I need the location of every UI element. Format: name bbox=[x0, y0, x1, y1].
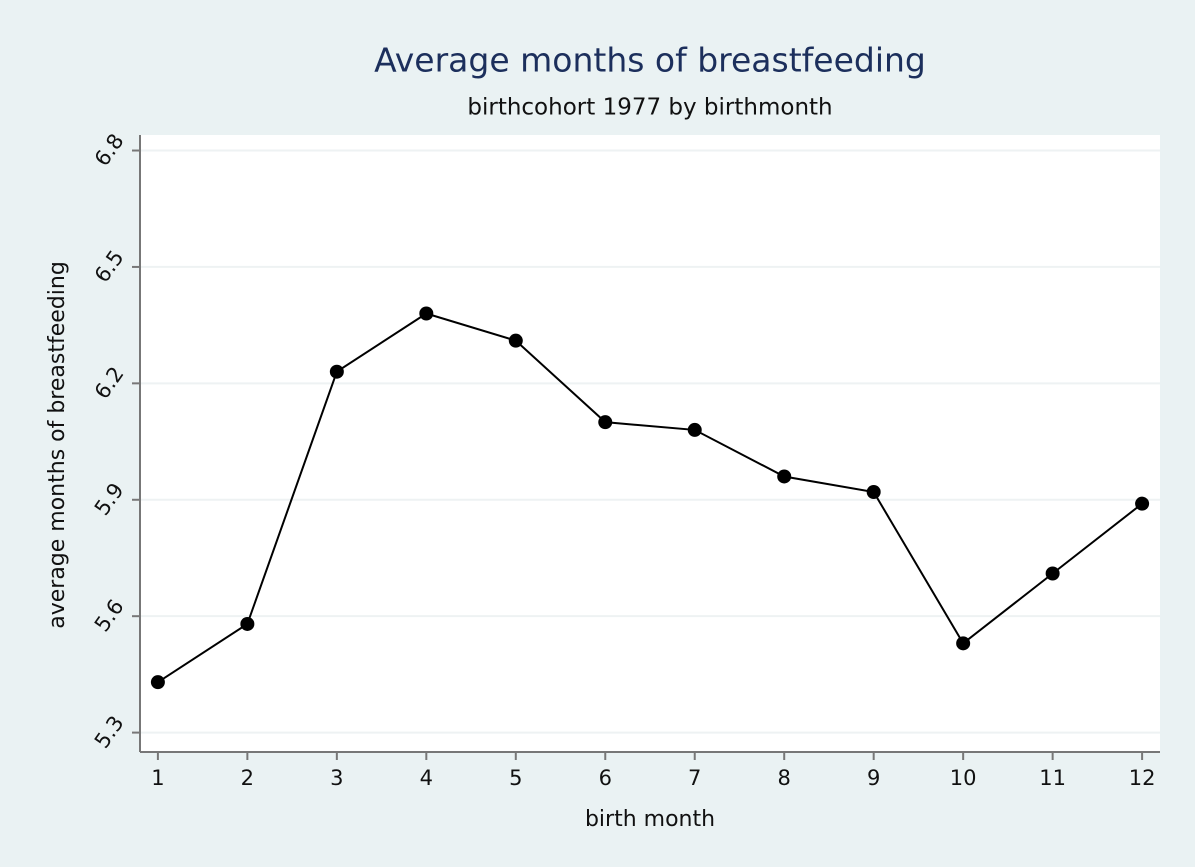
x-tick-label: 7 bbox=[688, 766, 701, 790]
x-tick-label: 2 bbox=[241, 766, 254, 790]
x-tick-label: 11 bbox=[1039, 766, 1066, 790]
data-point bbox=[687, 422, 702, 437]
data-point bbox=[240, 616, 255, 631]
x-tick-label: 4 bbox=[420, 766, 433, 790]
data-line bbox=[157, 312, 1143, 683]
x-tick-label: 9 bbox=[867, 766, 880, 790]
data-point bbox=[598, 415, 613, 430]
chart-subtitle: birthcohort 1977 by birthmonth bbox=[467, 95, 832, 121]
data-point bbox=[777, 469, 792, 484]
data-point bbox=[508, 333, 523, 348]
chart-title: Average months of breastfeeding bbox=[374, 41, 926, 80]
data-point bbox=[419, 306, 434, 321]
x-tick-label: 6 bbox=[599, 766, 612, 790]
x-tick-label: 5 bbox=[509, 766, 522, 790]
data-point bbox=[866, 485, 881, 500]
x-tick-label: 1 bbox=[151, 766, 164, 790]
plot-area bbox=[140, 135, 1160, 752]
y-axis-label: average months of breastfeeding bbox=[45, 261, 70, 629]
data-point bbox=[1135, 496, 1150, 511]
x-tick-label: 12 bbox=[1129, 766, 1156, 790]
x-tick-label: 3 bbox=[330, 766, 343, 790]
data-point bbox=[956, 636, 971, 651]
x-axis-label: birth month bbox=[585, 807, 715, 832]
x-tick-label: 8 bbox=[778, 766, 791, 790]
data-point bbox=[329, 364, 344, 379]
data-point bbox=[1045, 566, 1060, 581]
x-tick-label: 10 bbox=[950, 766, 977, 790]
data-point bbox=[150, 675, 165, 690]
